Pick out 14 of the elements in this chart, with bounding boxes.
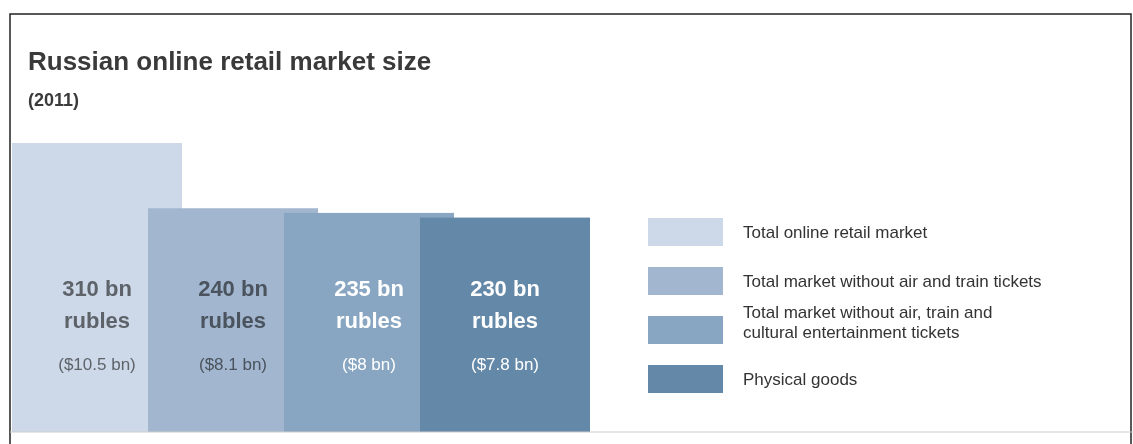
chart-title: Russian online retail market size (28, 46, 432, 76)
annotation: ($10.5 bn) (58, 355, 136, 374)
chart-subtitle: (2011) (28, 90, 80, 110)
legend-label: Total market without air and train tickets (743, 272, 1042, 291)
legend-label: Total online retail market (743, 223, 928, 242)
annotation: ($8 bn) (342, 355, 396, 374)
data-label: 230 bn rubles (470, 276, 540, 333)
data-label: 310 bn rubles (62, 276, 132, 333)
legend-label: Physical goods (743, 370, 858, 389)
data-label: 240 bn rubles (198, 276, 268, 333)
annotation: ($7.8 bn) (470, 355, 540, 374)
annotation: ($8.1 bn) (198, 355, 268, 374)
legend-label: Total market without air, train and cultural entertainment tickets (743, 303, 993, 342)
data-label: 235 bn rubles (334, 276, 404, 333)
